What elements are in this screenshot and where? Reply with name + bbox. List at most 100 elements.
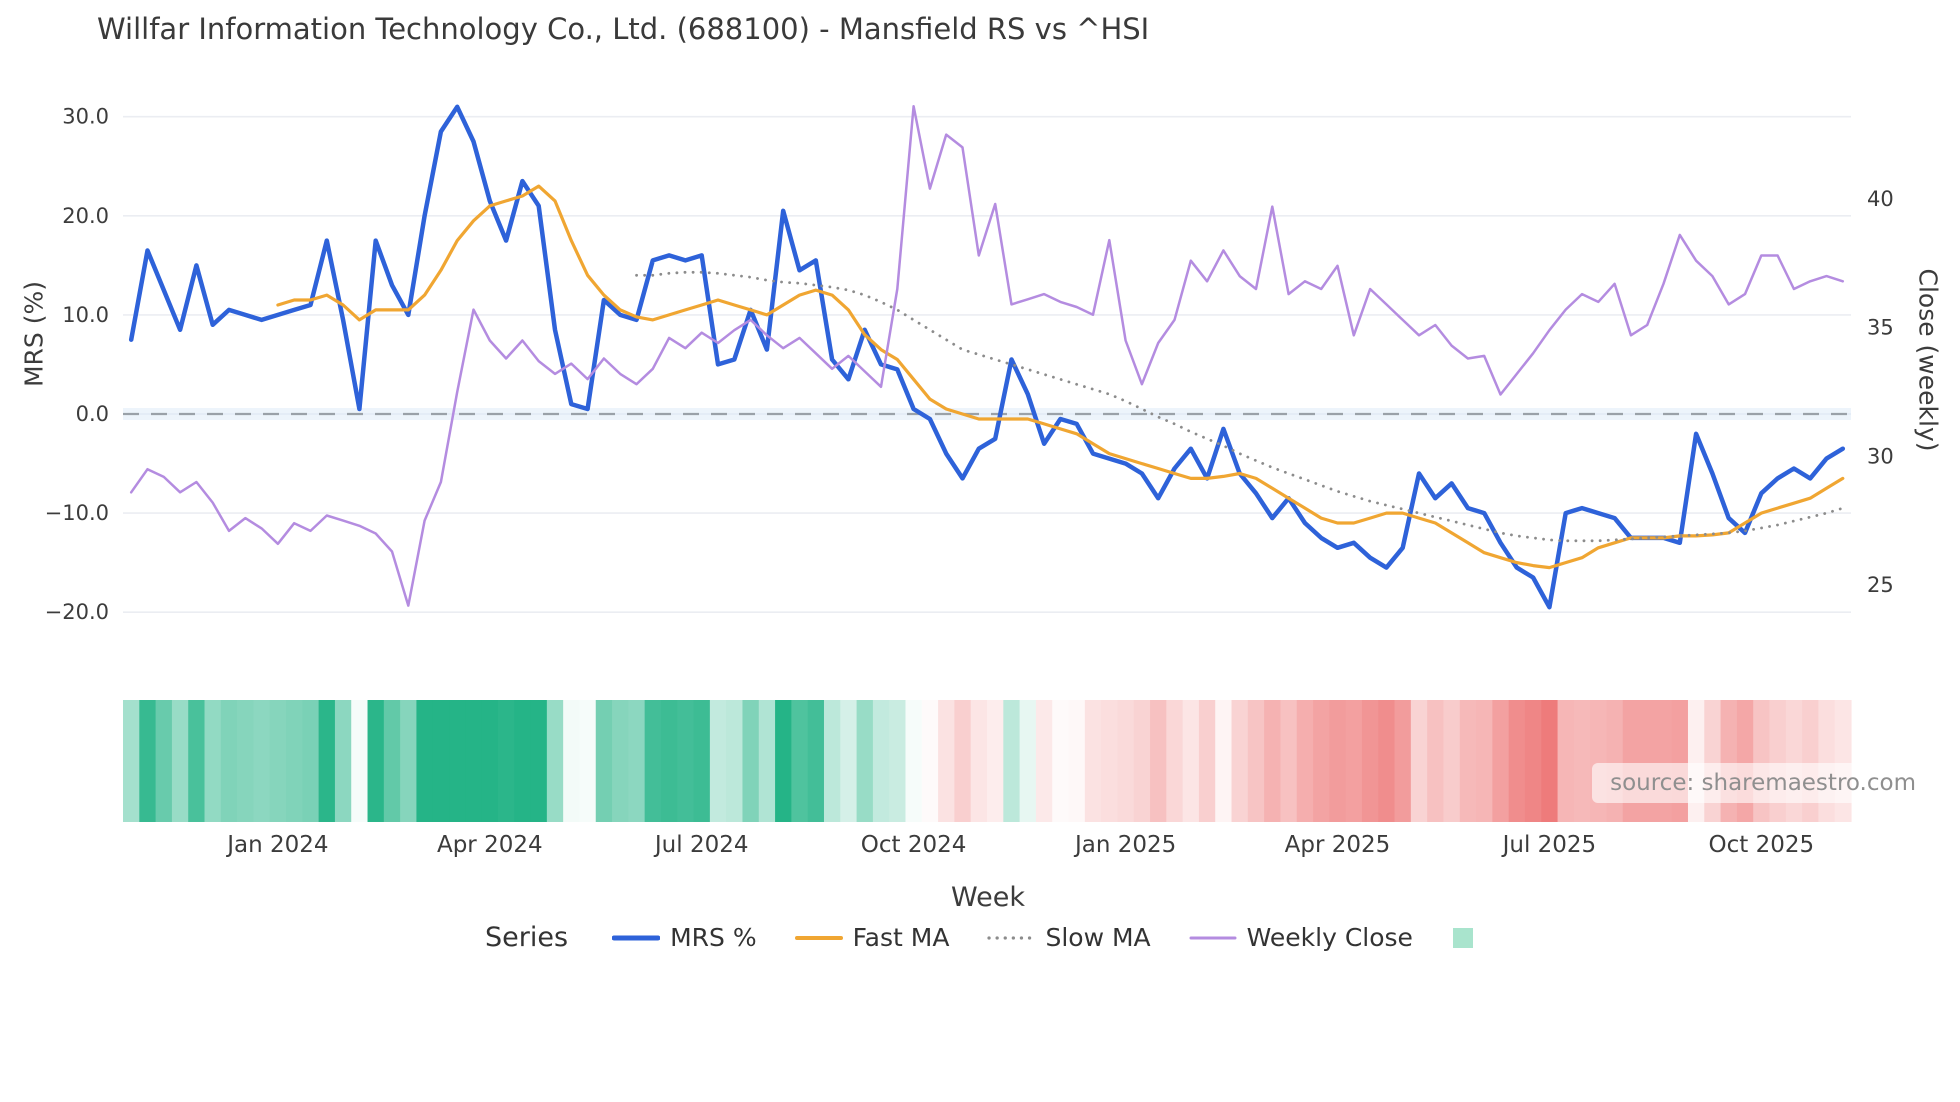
legend-swatch-weekly-close — [1189, 936, 1237, 939]
heatmap-cell — [1019, 700, 1037, 822]
heatmap-cell — [1215, 700, 1233, 822]
zero-band — [123, 408, 1851, 420]
legend-swatch-slow-ma — [987, 935, 1036, 940]
x-axis-tick: Oct 2024 — [861, 832, 967, 858]
chart-title: Willfar Information Technology Co., Ltd.… — [97, 12, 1150, 46]
legend-label-slow-ma: Slow MA — [1045, 923, 1151, 952]
heatmap-cell — [1035, 700, 1053, 822]
heatmap-cell — [1003, 700, 1021, 822]
legend: Series MRS % Fast MA Slow MA Weekly Close — [0, 922, 1960, 953]
heatmap-cell — [465, 700, 483, 822]
legend-items: MRS % Fast MA Slow MA Weekly Close — [612, 923, 1475, 952]
y-axis-left-tick: 30.0 — [62, 105, 109, 129]
heatmap-cell — [139, 700, 157, 822]
heatmap-cell — [1052, 700, 1070, 822]
heatmap-cell — [449, 700, 466, 822]
legend-item-weekly-close: Weekly Close — [1189, 923, 1413, 952]
heatmap-cell — [253, 700, 271, 822]
x-axis-tick: Oct 2025 — [1708, 832, 1814, 858]
y-axis-left-tick: 20.0 — [62, 204, 109, 228]
heatmap-cell — [1427, 700, 1445, 822]
x-axis-tick: Apr 2024 — [437, 832, 543, 858]
heatmap-cell — [155, 700, 173, 822]
heatmap-cell — [595, 700, 613, 822]
heatmap-cell — [1068, 700, 1086, 822]
heatmap-cell — [432, 700, 450, 822]
y-axis-right-title: Close (weekly) — [1913, 268, 1943, 452]
legend-item-slow-ma: Slow MA — [987, 923, 1151, 952]
heatmap-cell — [1378, 700, 1396, 822]
heatmap-cell — [693, 700, 711, 822]
heatmap-cell — [1573, 700, 1591, 822]
heatmap-cell — [1606, 700, 1624, 822]
heatmap-cell — [318, 700, 336, 822]
heatmap-cell — [1182, 700, 1200, 822]
heatmap-cell — [1410, 700, 1428, 822]
heatmap-cell — [1622, 700, 1640, 822]
heatmap-cell — [1476, 700, 1493, 822]
legend-label-fast-ma: Fast MA — [852, 923, 950, 952]
y-axis-left-title: MRS (%) — [19, 280, 49, 388]
heatmap-cell — [1166, 700, 1184, 822]
heatmap-cell — [1769, 700, 1787, 822]
legend-swatch-mrs — [612, 935, 661, 940]
heatmap-cell — [1198, 700, 1216, 822]
heatmap-cell — [1394, 700, 1412, 822]
heatmap-cell — [791, 700, 809, 822]
heatmap-cell — [400, 700, 418, 822]
heatmap-cell — [367, 700, 385, 822]
x-axis-tick: Jul 2025 — [1501, 832, 1597, 858]
heatmap-cell — [1834, 700, 1852, 822]
legend-swatch-fast-ma — [794, 935, 843, 940]
legend-title: Series — [485, 922, 569, 953]
y-axis-right-tick: 30 — [1867, 444, 1894, 468]
heatmap-cell — [1687, 700, 1705, 822]
heatmap-cell — [579, 700, 597, 822]
heatmap-cell — [1557, 700, 1575, 822]
series-line-fast-ma — [276, 184, 1845, 570]
heatmap-cell — [612, 700, 629, 822]
heatmap-cell — [220, 700, 238, 822]
heatmap-cell — [644, 700, 662, 822]
legend-label-weekly-close: Weekly Close — [1246, 923, 1413, 952]
legend-item-heatmap-swatch — [1451, 926, 1475, 950]
heatmap-cell — [383, 700, 401, 822]
heatmap-cell — [1264, 700, 1282, 822]
heatmap-cell — [872, 700, 890, 822]
heatmap-legend-patch — [1452, 927, 1473, 948]
heatmap-cell — [921, 700, 939, 822]
heatmap-cell — [856, 700, 874, 822]
heatmap-cell — [1818, 700, 1836, 822]
heatmap-cell — [954, 700, 972, 822]
y-axis-right-tick: 35 — [1867, 316, 1894, 340]
heatmap-cell — [204, 700, 222, 822]
x-axis-tick: Jul 2024 — [653, 832, 749, 858]
heatmap-cell — [1524, 700, 1542, 822]
heatmap-cell — [123, 700, 140, 822]
series-line-mrs- — [128, 104, 1846, 610]
heatmap-cell — [286, 700, 303, 822]
heatmap-cell — [1296, 700, 1314, 822]
y-axis-right-tick: 40 — [1867, 187, 1894, 211]
series-line-slow-ma — [635, 270, 1845, 543]
legend-swatch-heatmap-swatch — [1452, 927, 1473, 948]
heatmap-cell — [351, 700, 369, 822]
x-axis-tick: Apr 2025 — [1285, 832, 1391, 858]
heatmap-cell — [1329, 700, 1347, 822]
heatmap-cell — [302, 700, 320, 822]
heatmap-cell — [775, 700, 792, 822]
heatmap-cell — [1150, 700, 1167, 822]
heatmap-cell — [171, 700, 189, 822]
legend-item-fast-ma: Fast MA — [794, 923, 950, 952]
heatmap-cell — [497, 700, 515, 822]
y-axis-left-tick: −10.0 — [45, 501, 109, 525]
heatmap-cell — [823, 700, 841, 822]
heatmap-cell — [726, 700, 744, 822]
heatmap-cell — [546, 700, 564, 822]
heatmap-cell — [987, 700, 1004, 822]
heatmap-cell — [1247, 700, 1265, 822]
heatmap-cell — [1280, 700, 1298, 822]
heatmap-cell — [1736, 700, 1754, 822]
heatmap-cell — [677, 700, 695, 822]
heatmap-cell — [660, 700, 678, 822]
